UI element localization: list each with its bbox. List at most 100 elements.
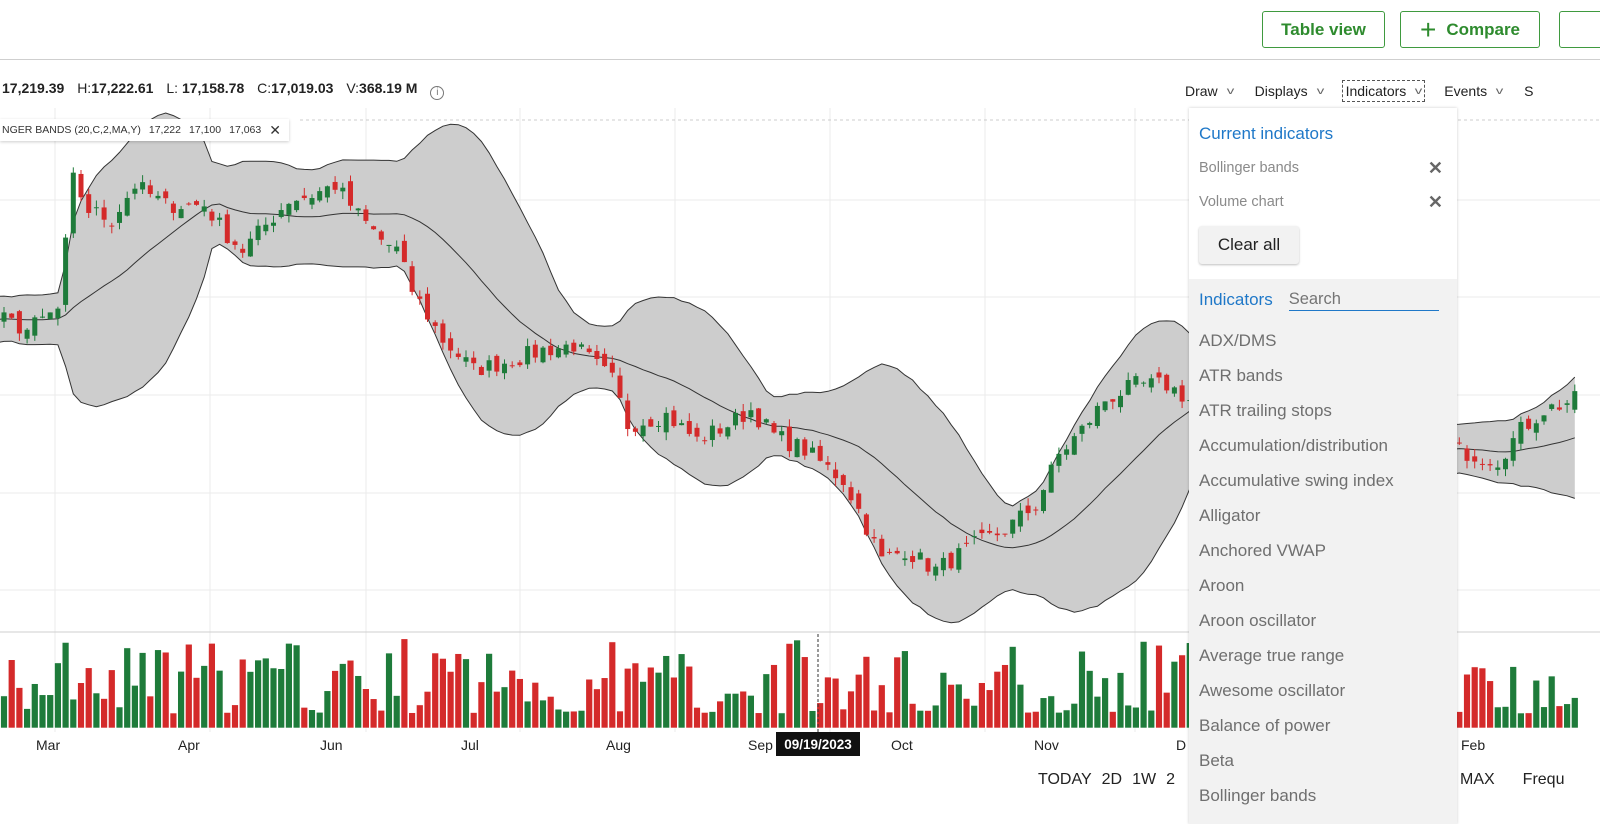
candle-body [494,355,500,372]
candle-body [740,411,746,422]
candle-body [1171,387,1177,394]
indicator-option[interactable]: ADX/DMS [1199,331,1277,350]
indicator-option[interactable]: Accumulation/distribution [1199,436,1388,455]
volume-bar [508,669,516,729]
candle-body [32,317,38,336]
candle-body [1056,453,1062,466]
volume-bar [1093,696,1102,729]
candle-body [417,296,423,299]
volume-bar [1555,705,1564,729]
volume-bar [408,712,416,729]
candle-body [1549,404,1555,409]
indicator-option[interactable]: Beta [1199,751,1234,770]
volume-bar [54,662,62,729]
indicator-option[interactable]: Balance of power [1199,716,1331,735]
more-button[interactable] [1559,11,1600,48]
close-icon[interactable]: ✕ [269,121,281,138]
volume-bar [739,690,747,729]
chevron-down-icon: v [1316,85,1324,97]
volume-bar [1163,692,1171,729]
volume-bar [623,668,632,729]
candle-body [278,210,284,217]
indicator-option[interactable]: Aroon [1199,576,1245,595]
volume-bar [539,699,547,729]
volume-bar [1101,677,1109,729]
volume-bar [85,667,93,729]
volume-bar [616,710,624,729]
month-label: Nov [1034,737,1059,753]
candle-body [47,312,53,320]
clear-all-button[interactable]: Clear all [1199,226,1299,264]
volume-bar [793,639,801,729]
candle-body [586,348,592,353]
volume-bar [239,658,247,729]
range-2d[interactable]: 2D [1101,771,1123,788]
indicator-option[interactable]: Aroon oscillator [1199,611,1317,630]
legend-lower: 17,063 [229,124,262,136]
candle-body [1125,380,1131,395]
volume-bar [15,687,24,729]
frequency-menu[interactable]: Frequ [1522,771,1565,788]
draw-menu[interactable]: Draw v [1182,80,1236,102]
candle-body [201,206,207,212]
indicator-search-input[interactable] [1288,289,1439,311]
indicator-option[interactable]: Alligator [1199,506,1261,525]
events-menu[interactable]: Events v [1441,80,1505,102]
volume-bar [362,688,370,729]
remove-icon[interactable]: ✕ [1427,157,1443,178]
menu-label: S [1524,83,1534,99]
menu-label: Indicators [1345,83,1407,99]
volume-bar [1139,641,1148,729]
candle-body [1472,456,1478,462]
candle-body [517,362,523,366]
remove-icon[interactable]: ✕ [1427,191,1443,212]
table-view-button[interactable]: Table view [1262,11,1385,48]
candle-body [309,198,315,205]
indicator-option[interactable]: Bollinger bands [1199,786,1317,805]
volume-bar [1070,703,1079,729]
indicator-option[interactable]: Accumulative swing index [1199,471,1394,490]
indicator-option[interactable]: Awesome oscillator [1199,681,1346,700]
displays-menu[interactable]: Displays v [1252,80,1326,102]
bollinger-band-fill [0,113,1575,623]
date-crosshair-tooltip: 09/19/2023 [776,732,860,756]
indicators-menu[interactable]: Indicators v [1341,80,1426,102]
candle-body [856,493,862,509]
candle-body [117,211,122,223]
candle-body [663,412,669,433]
candle-body [1564,403,1570,405]
legend-name: NGER BANDS (20,C,2,MA,Y) [2,124,141,136]
candle-body [702,440,708,442]
range-2[interactable]: 2 [1166,771,1175,788]
volume-bar [1032,711,1040,729]
candle-body [24,329,30,339]
volume-bar [485,653,493,729]
range-max[interactable]: MAX [1460,771,1495,788]
volume-bar [1086,670,1094,729]
volume-bar [1563,703,1571,729]
candle-body [78,173,84,198]
volume-bar [323,690,332,729]
candle-body [956,548,962,570]
candle-body [348,181,353,206]
info-icon[interactable]: i [430,86,445,100]
candle-body [579,344,584,347]
candle-body [93,207,99,209]
volume-bar [985,689,994,729]
candle-body [155,195,161,199]
chart-menus: Draw v Displays v Indicators v Events v S [1182,80,1552,102]
candle-body [378,231,384,240]
candle-body [401,240,407,263]
indicator-option[interactable]: Average true range [1199,646,1345,665]
volume-bar [1055,712,1063,729]
range-today[interactable]: TODAY [1038,771,1092,788]
range-1w[interactable]: 1W [1132,771,1157,788]
indicator-option[interactable]: Anchored VWAP [1199,541,1326,560]
settings-menu[interactable]: S [1521,80,1536,102]
indicator-option[interactable]: ATR bands [1199,366,1283,385]
volume-bar [477,681,486,729]
volume-bar [123,647,131,729]
compare-button[interactable]: + Compare [1400,11,1540,48]
indicator-option[interactable]: ATR trailing stops [1199,401,1332,420]
volume-bar [469,712,478,729]
